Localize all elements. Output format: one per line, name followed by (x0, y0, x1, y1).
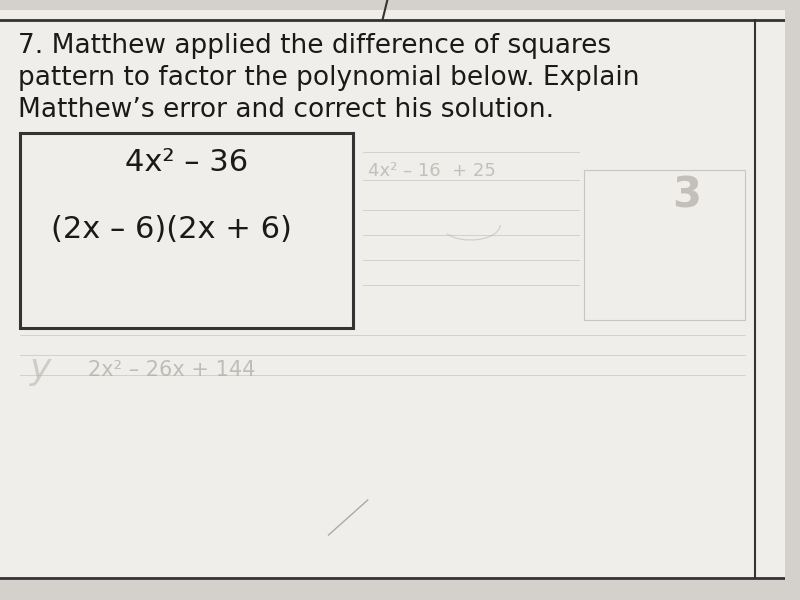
FancyBboxPatch shape (583, 170, 746, 320)
Text: 4x² – 36: 4x² – 36 (125, 148, 248, 177)
Text: y: y (30, 352, 50, 386)
Text: 3: 3 (672, 175, 701, 217)
Text: (2x – 6)(2x + 6): (2x – 6)(2x + 6) (51, 215, 292, 244)
Text: Matthew’s error and correct his solution.: Matthew’s error and correct his solution… (18, 97, 554, 123)
Text: 4x² – 16  + 25: 4x² – 16 + 25 (368, 162, 496, 180)
Text: 7. Matthew applied the difference of squares: 7. Matthew applied the difference of squ… (18, 33, 610, 59)
Text: pattern to factor the polynomial below. Explain: pattern to factor the polynomial below. … (18, 65, 639, 91)
FancyBboxPatch shape (0, 10, 785, 580)
FancyBboxPatch shape (20, 133, 353, 328)
Text: 2x² – 26x + 144: 2x² – 26x + 144 (88, 360, 256, 380)
